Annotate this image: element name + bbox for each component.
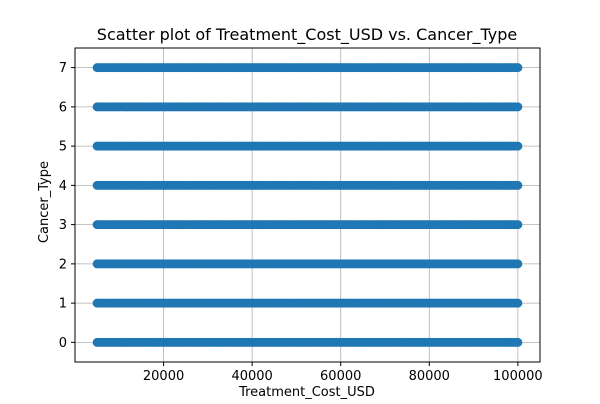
x-tick-label: 60000 — [320, 369, 361, 384]
data-point — [513, 220, 523, 230]
plot-frame — [74, 47, 541, 363]
y-axis-ticks: 0 1 2 3 4 5 6 7 — [59, 61, 75, 351]
y-tick-label: 2 — [59, 257, 67, 272]
data-point — [513, 337, 523, 347]
x-tick-label: 100000 — [493, 369, 543, 384]
y-tick-label: 0 — [59, 336, 67, 351]
data-point — [513, 141, 523, 151]
data-point — [513, 63, 523, 73]
data-point — [513, 259, 523, 269]
category-band-4 — [92, 180, 523, 190]
category-band-5 — [92, 141, 523, 151]
y-tick-label: 4 — [59, 179, 67, 194]
x-axis-label: Treatment_Cost_USD — [238, 385, 375, 400]
data-point — [513, 298, 523, 308]
category-band-6 — [92, 102, 523, 112]
y-tick-label: 7 — [59, 61, 67, 76]
y-tick-label: 3 — [59, 218, 67, 233]
category-band-1 — [92, 298, 523, 308]
data-point — [513, 102, 523, 112]
y-tick-label: 5 — [59, 140, 67, 155]
category-band-7 — [92, 63, 523, 73]
data-point — [513, 180, 523, 190]
data-points — [92, 63, 523, 347]
x-tick-label: 20000 — [143, 369, 184, 384]
y-tick-label: 1 — [59, 297, 67, 312]
category-band-0 — [92, 337, 523, 347]
y-axis-label: Cancer_Type — [37, 161, 52, 243]
category-band-2 — [92, 259, 523, 269]
x-tick-label: 40000 — [231, 369, 272, 384]
x-tick-label: 80000 — [409, 369, 450, 384]
category-band-3 — [92, 220, 523, 230]
x-axis-ticks: 20000 40000 60000 80000 100000 — [143, 362, 543, 384]
y-tick-label: 6 — [59, 100, 67, 115]
chart-title: Scatter plot of Treatment_Cost_USD vs. C… — [97, 25, 517, 45]
